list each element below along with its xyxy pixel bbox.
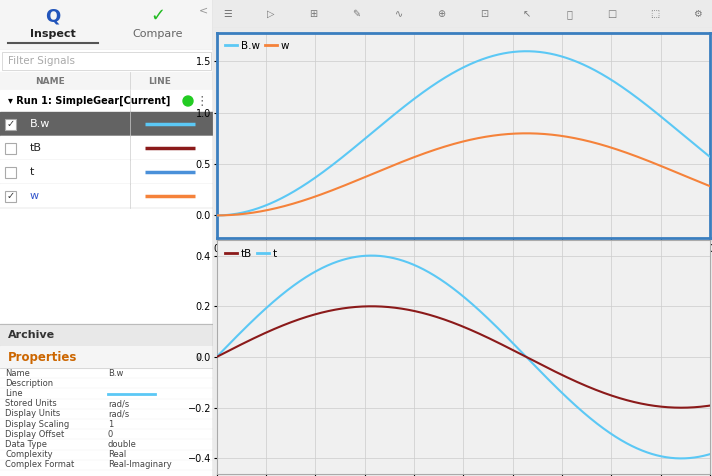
Legend: tB, t: tB, t xyxy=(221,246,280,262)
Bar xyxy=(5,190,16,201)
Bar xyxy=(0,160,213,184)
Text: ⋮: ⋮ xyxy=(196,95,208,108)
Text: Line: Line xyxy=(5,389,23,398)
Text: 1: 1 xyxy=(108,420,113,428)
Text: 0: 0 xyxy=(108,430,113,439)
Text: ⊕: ⊕ xyxy=(437,9,445,19)
Bar xyxy=(5,119,16,129)
Text: rad/s: rad/s xyxy=(108,409,130,418)
Text: Complex Format: Complex Format xyxy=(5,460,74,469)
Text: Filter Signals: Filter Signals xyxy=(8,56,75,66)
Text: ↖: ↖ xyxy=(523,9,530,19)
Text: double: double xyxy=(108,440,137,449)
Text: ∿: ∿ xyxy=(394,9,402,19)
Text: rad/s: rad/s xyxy=(108,399,130,408)
Text: Display Offset: Display Offset xyxy=(5,430,64,439)
Text: Inspect: Inspect xyxy=(30,29,76,39)
Text: ✓: ✓ xyxy=(6,191,14,201)
Text: Display Scaling: Display Scaling xyxy=(5,420,69,428)
Text: ⤢: ⤢ xyxy=(566,9,572,19)
Text: w: w xyxy=(30,191,39,201)
Text: Compare: Compare xyxy=(132,29,183,39)
Text: ☰: ☰ xyxy=(224,9,232,19)
Text: ⊡: ⊡ xyxy=(480,9,488,19)
Text: t: t xyxy=(30,167,34,177)
Text: <: < xyxy=(199,5,208,15)
Bar xyxy=(0,346,213,368)
Text: ⬚: ⬚ xyxy=(650,9,659,19)
Text: LINE: LINE xyxy=(148,77,171,86)
Text: Complexity: Complexity xyxy=(5,450,53,459)
Text: NAME: NAME xyxy=(35,77,65,86)
Bar xyxy=(0,72,213,90)
Text: Stored Units: Stored Units xyxy=(5,399,57,408)
Text: Display Units: Display Units xyxy=(5,409,61,418)
Text: □: □ xyxy=(607,9,617,19)
Text: B.w: B.w xyxy=(108,368,123,377)
Text: ⊞: ⊞ xyxy=(309,9,318,19)
Text: ✓: ✓ xyxy=(150,7,166,25)
Bar xyxy=(5,167,16,178)
Bar xyxy=(0,112,213,136)
Text: tB: tB xyxy=(30,143,42,153)
Bar xyxy=(0,0,213,50)
Text: Q: Q xyxy=(46,7,61,25)
Text: ▾ Run 1: SimpleGear[Current]: ▾ Run 1: SimpleGear[Current] xyxy=(8,96,170,106)
Text: B.w: B.w xyxy=(30,119,51,129)
Text: ▷: ▷ xyxy=(267,9,274,19)
Legend: B.w, w: B.w, w xyxy=(221,38,292,54)
Circle shape xyxy=(183,96,193,106)
Text: Data Type: Data Type xyxy=(5,440,47,449)
Text: Real: Real xyxy=(108,450,126,459)
Text: ⚙: ⚙ xyxy=(693,9,701,19)
Bar xyxy=(5,142,16,153)
Text: Name: Name xyxy=(5,368,30,377)
Bar xyxy=(0,324,213,346)
Text: ✓: ✓ xyxy=(6,119,14,129)
Bar xyxy=(0,50,213,72)
Text: ∨: ∨ xyxy=(195,352,203,362)
Bar xyxy=(0,136,213,160)
Text: Archive: Archive xyxy=(8,330,55,340)
Text: Real-Imaginary: Real-Imaginary xyxy=(108,460,172,469)
Text: Properties: Properties xyxy=(8,350,78,364)
Bar xyxy=(0,90,213,112)
Bar xyxy=(2,52,211,70)
Text: Description: Description xyxy=(5,379,53,388)
Text: ✎: ✎ xyxy=(352,9,360,19)
Bar xyxy=(0,184,213,208)
